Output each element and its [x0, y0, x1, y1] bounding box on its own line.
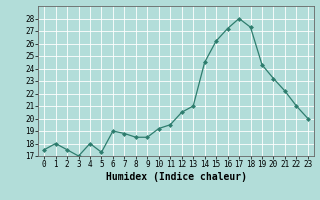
X-axis label: Humidex (Indice chaleur): Humidex (Indice chaleur): [106, 172, 246, 182]
